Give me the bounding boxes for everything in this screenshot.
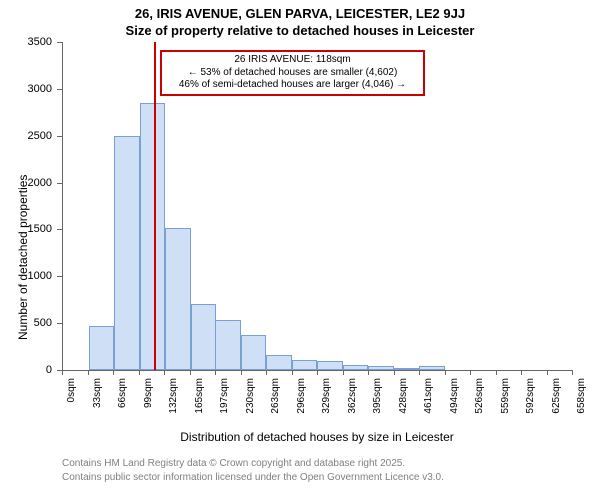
title-block: 26, IRIS AVENUE, GLEN PARVA, LEICESTER, … bbox=[0, 0, 600, 40]
x-tick-label: 329sqm bbox=[321, 378, 332, 428]
y-tick-label: 3000 bbox=[0, 83, 52, 95]
x-tick-mark bbox=[62, 370, 63, 375]
x-tick-mark bbox=[241, 370, 242, 375]
y-tick-label: 2500 bbox=[0, 130, 52, 142]
title-line-2: Size of property relative to detached ho… bbox=[0, 23, 600, 40]
x-tick-mark bbox=[547, 370, 548, 375]
plot-area: 26 IRIS AVENUE: 118sqm← 53% of detached … bbox=[62, 42, 573, 371]
histogram-bar bbox=[241, 335, 267, 370]
footer-line-1: Contains HM Land Registry data © Crown c… bbox=[62, 458, 405, 469]
x-tick-label: 592sqm bbox=[525, 378, 536, 428]
annotation-box: 26 IRIS AVENUE: 118sqm← 53% of detached … bbox=[160, 50, 425, 96]
x-tick-label: 461sqm bbox=[423, 378, 434, 428]
x-tick-label: 165sqm bbox=[194, 378, 205, 428]
x-tick-mark bbox=[368, 370, 369, 375]
y-tick-mark bbox=[57, 229, 62, 230]
x-tick-label: 33sqm bbox=[92, 378, 103, 428]
histogram-bar bbox=[89, 326, 115, 370]
annotation-line-2: ← 53% of detached houses are smaller (4,… bbox=[166, 67, 419, 80]
x-tick-label: 526sqm bbox=[474, 378, 485, 428]
x-tick-label: 0sqm bbox=[66, 378, 77, 428]
chart-container: 26, IRIS AVENUE, GLEN PARVA, LEICESTER, … bbox=[0, 0, 600, 500]
y-tick-label: 500 bbox=[0, 317, 52, 329]
x-tick-mark bbox=[317, 370, 318, 375]
histogram-bar bbox=[191, 304, 217, 370]
x-tick-label: 625sqm bbox=[551, 378, 562, 428]
x-tick-label: 99sqm bbox=[143, 378, 154, 428]
x-tick-label: 66sqm bbox=[117, 378, 128, 428]
x-tick-mark bbox=[113, 370, 114, 375]
x-tick-mark bbox=[215, 370, 216, 375]
x-tick-mark bbox=[394, 370, 395, 375]
x-tick-label: 428sqm bbox=[398, 378, 409, 428]
x-tick-mark bbox=[470, 370, 471, 375]
title-line-1: 26, IRIS AVENUE, GLEN PARVA, LEICESTER, … bbox=[0, 6, 600, 23]
x-tick-mark bbox=[190, 370, 191, 375]
x-tick-label: 263sqm bbox=[270, 378, 281, 428]
histogram-bar bbox=[215, 320, 241, 370]
x-tick-mark bbox=[419, 370, 420, 375]
histogram-bar bbox=[114, 136, 140, 370]
x-tick-mark bbox=[164, 370, 165, 375]
x-tick-mark bbox=[266, 370, 267, 375]
annotation-line-1: 26 IRIS AVENUE: 118sqm bbox=[166, 54, 419, 67]
y-tick-mark bbox=[57, 323, 62, 324]
footer-line-2: Contains public sector information licen… bbox=[62, 472, 444, 483]
x-tick-label: 230sqm bbox=[245, 378, 256, 428]
x-tick-label: 197sqm bbox=[219, 378, 230, 428]
x-tick-label: 362sqm bbox=[347, 378, 358, 428]
x-tick-mark bbox=[572, 370, 573, 375]
x-axis-label: Distribution of detached houses by size … bbox=[62, 430, 572, 444]
x-tick-mark bbox=[445, 370, 446, 375]
x-tick-mark bbox=[292, 370, 293, 375]
y-tick-label: 1000 bbox=[0, 270, 52, 282]
y-tick-mark bbox=[57, 276, 62, 277]
x-tick-mark bbox=[521, 370, 522, 375]
x-tick-mark bbox=[139, 370, 140, 375]
x-tick-label: 296sqm bbox=[296, 378, 307, 428]
x-tick-mark bbox=[496, 370, 497, 375]
x-tick-mark bbox=[88, 370, 89, 375]
histogram-bar bbox=[343, 365, 369, 370]
x-tick-label: 658sqm bbox=[576, 378, 587, 428]
histogram-bar bbox=[165, 228, 191, 370]
x-tick-label: 494sqm bbox=[449, 378, 460, 428]
histogram-bar bbox=[419, 366, 445, 370]
y-tick-mark bbox=[57, 89, 62, 90]
x-tick-label: 395sqm bbox=[372, 378, 383, 428]
y-tick-label: 3500 bbox=[0, 36, 52, 48]
y-tick-mark bbox=[57, 183, 62, 184]
histogram-bar bbox=[140, 103, 166, 370]
x-tick-label: 559sqm bbox=[500, 378, 511, 428]
histogram-bar bbox=[368, 366, 394, 370]
y-axis-label: Number of detached properties bbox=[16, 175, 30, 340]
x-tick-label: 132sqm bbox=[168, 378, 179, 428]
histogram-bar bbox=[292, 360, 318, 370]
y-tick-label: 2000 bbox=[0, 177, 52, 189]
y-tick-mark bbox=[57, 136, 62, 137]
histogram-bar bbox=[394, 368, 420, 370]
histogram-bar bbox=[317, 361, 343, 370]
histogram-bar bbox=[266, 355, 292, 370]
property-marker-line bbox=[154, 42, 156, 370]
y-tick-mark bbox=[57, 42, 62, 43]
y-tick-label: 0 bbox=[0, 364, 52, 376]
y-tick-label: 1500 bbox=[0, 223, 52, 235]
x-tick-mark bbox=[343, 370, 344, 375]
annotation-line-3: 46% of semi-detached houses are larger (… bbox=[166, 79, 419, 92]
